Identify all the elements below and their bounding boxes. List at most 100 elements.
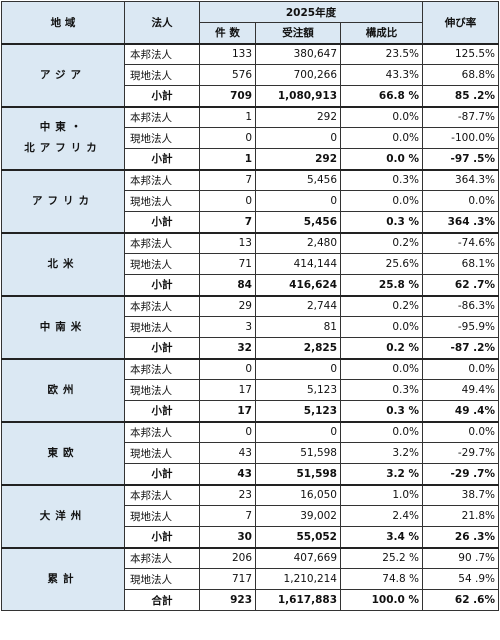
subtotal-row: 小計 709 1,080,913 66.8 % 85 .2% <box>2 85 499 107</box>
subtotal-count: 32 <box>199 337 256 359</box>
total-growth: 62 .6% <box>422 589 499 611</box>
growth-cell: 38.7% <box>422 483 499 506</box>
entity-type: 本邦法人 <box>124 294 200 317</box>
region-name-text: 中南米 <box>39 320 87 333</box>
subtotal-label: 小計 <box>124 211 200 233</box>
subtotal-row: 小計 32 2,825 0.2 % -87 .2% <box>2 337 499 359</box>
entity-type: 本邦法人 <box>124 168 200 191</box>
growth-cell: 0.0% <box>422 357 499 380</box>
table-row: 東欧 本邦法人 0 0 0.0% 0.0% <box>1 420 499 485</box>
count-cell: 7 <box>199 505 256 527</box>
table-body: アジア 本邦法人 133 380,647 23.5% 125.5% 現地法人 576 700,2… <box>1 42 499 611</box>
header-growth: 伸び率 <box>422 1 499 44</box>
table-row: 現地法人 0 0 0.0% -100.0% <box>2 127 499 149</box>
subtotal-amount: 51,598 <box>255 463 341 485</box>
subtotal-label: 小計 <box>124 526 200 548</box>
subtotal-row: 小計 30 55,052 3.4 % 26 .3% <box>2 526 499 548</box>
subtotal-label: 小計 <box>124 85 200 107</box>
entity-type: 現地法人 <box>124 253 200 275</box>
amount-cell: 414,144 <box>255 253 341 275</box>
amount-cell: 0 <box>255 190 341 212</box>
growth-cell: 54 .9% <box>422 568 499 590</box>
total-label: 合計 <box>124 589 200 611</box>
subtotal-row: 小計 84 416,624 25.8 % 62 .7% <box>2 274 499 296</box>
subtotal-ratio: 0.3 % <box>340 400 423 422</box>
amount-cell: 81 <box>255 316 341 338</box>
count-cell: 23 <box>199 483 256 506</box>
region-name-text: 東欧 <box>47 446 79 459</box>
ratio-cell: 25.2 % <box>340 546 423 569</box>
growth-cell: -29.7% <box>422 442 499 464</box>
growth-cell: -74.6% <box>422 231 499 254</box>
subtotal-ratio: 0.2 % <box>340 337 423 359</box>
subtotal-count: 1 <box>199 148 256 170</box>
entity-type: 現地法人 <box>124 379 200 401</box>
subtotal-row: 小計 17 5,123 0.3 % 49 .4% <box>2 400 499 422</box>
amount-cell: 2,480 <box>255 231 341 254</box>
subtotal-amount: 2,825 <box>255 337 341 359</box>
growth-cell: 0.0% <box>422 420 499 443</box>
subtotal-ratio: 0.3 % <box>340 211 423 233</box>
region-name-text: 中東・ 北アフリカ <box>24 121 102 154</box>
subtotal-count: 17 <box>199 400 256 422</box>
count-cell: 0 <box>199 190 256 212</box>
table-row: アジア 本邦法人 133 380,647 23.5% 125.5% <box>1 42 499 107</box>
region-name-text: 北米 <box>47 257 79 270</box>
subtotal-amount: 5,123 <box>255 400 341 422</box>
region-name: 大洋州 <box>1 483 125 548</box>
growth-cell: -86.3% <box>422 294 499 317</box>
amount-cell: 5,123 <box>255 379 341 401</box>
subtotal-count: 7 <box>199 211 256 233</box>
subtotal-row: 小計 43 51,598 3.2 % -29 .7% <box>2 463 499 485</box>
region-name-text: 累計 <box>47 572 79 585</box>
growth-cell: 125.5% <box>422 42 499 65</box>
growth-cell: -100.0% <box>422 127 499 149</box>
ratio-cell: 1.0% <box>340 483 423 506</box>
region-name: 累計 <box>1 546 125 611</box>
count-cell: 0 <box>199 127 256 149</box>
growth-cell: 21.8% <box>422 505 499 527</box>
ratio-cell: 0.0% <box>340 420 423 443</box>
entity-type: 現地法人 <box>124 64 200 86</box>
subtotal-amount: 55,052 <box>255 526 341 548</box>
growth-cell: -87.7% <box>422 105 499 128</box>
amount-cell: 51,598 <box>255 442 341 464</box>
growth-cell: 68.1% <box>422 253 499 275</box>
subtotal-count: 709 <box>199 85 256 107</box>
ratio-cell: 25.6% <box>340 253 423 275</box>
table-row: 中南米 本邦法人 29 2,744 0.2% -86.3% <box>1 294 499 359</box>
ratio-cell: 74.8 % <box>340 568 423 590</box>
count-cell: 3 <box>199 316 256 338</box>
region-name: 東欧 <box>1 420 125 485</box>
table-row: 北米 本邦法人 13 2,480 0.2% -74.6% <box>1 231 499 296</box>
region-name: アジア <box>1 42 125 107</box>
subtotal-growth: 49 .4% <box>422 400 499 422</box>
region-name-text: 欧州 <box>47 383 79 396</box>
table-row: 現地法人 576 700,266 43.3% 68.8% <box>2 64 499 86</box>
amount-cell: 39,002 <box>255 505 341 527</box>
region-name: 中南米 <box>1 294 125 359</box>
total-amount: 1,617,883 <box>255 589 341 611</box>
entity-type: 本邦法人 <box>124 42 200 65</box>
subtotal-count: 30 <box>199 526 256 548</box>
table-row: アフリカ 本邦法人 7 5,456 0.3% 364.3% <box>1 168 499 233</box>
ratio-cell: 3.2% <box>340 442 423 464</box>
subtotal-count: 84 <box>199 274 256 296</box>
entity-type: 本邦法人 <box>124 231 200 254</box>
amount-cell: 292 <box>255 105 341 128</box>
entity-type: 現地法人 <box>124 442 200 464</box>
subtotal-growth: 26 .3% <box>422 526 499 548</box>
entity-type: 現地法人 <box>124 190 200 212</box>
amount-cell: 5,456 <box>255 168 341 191</box>
count-cell: 17 <box>199 379 256 401</box>
subtotal-amount: 416,624 <box>255 274 341 296</box>
amount-cell: 0 <box>255 127 341 149</box>
ratio-cell: 0.2% <box>340 231 423 254</box>
count-cell: 71 <box>199 253 256 275</box>
subtotal-label: 小計 <box>124 400 200 422</box>
entity-type: 本邦法人 <box>124 420 200 443</box>
total-ratio: 100.0 % <box>340 589 423 611</box>
header-count: 件 数 <box>199 22 256 44</box>
subtotal-amount: 292 <box>255 148 341 170</box>
table-row: 中東・ 北アフリカ 本邦法人 1 292 0.0% -87.7% <box>1 105 499 170</box>
